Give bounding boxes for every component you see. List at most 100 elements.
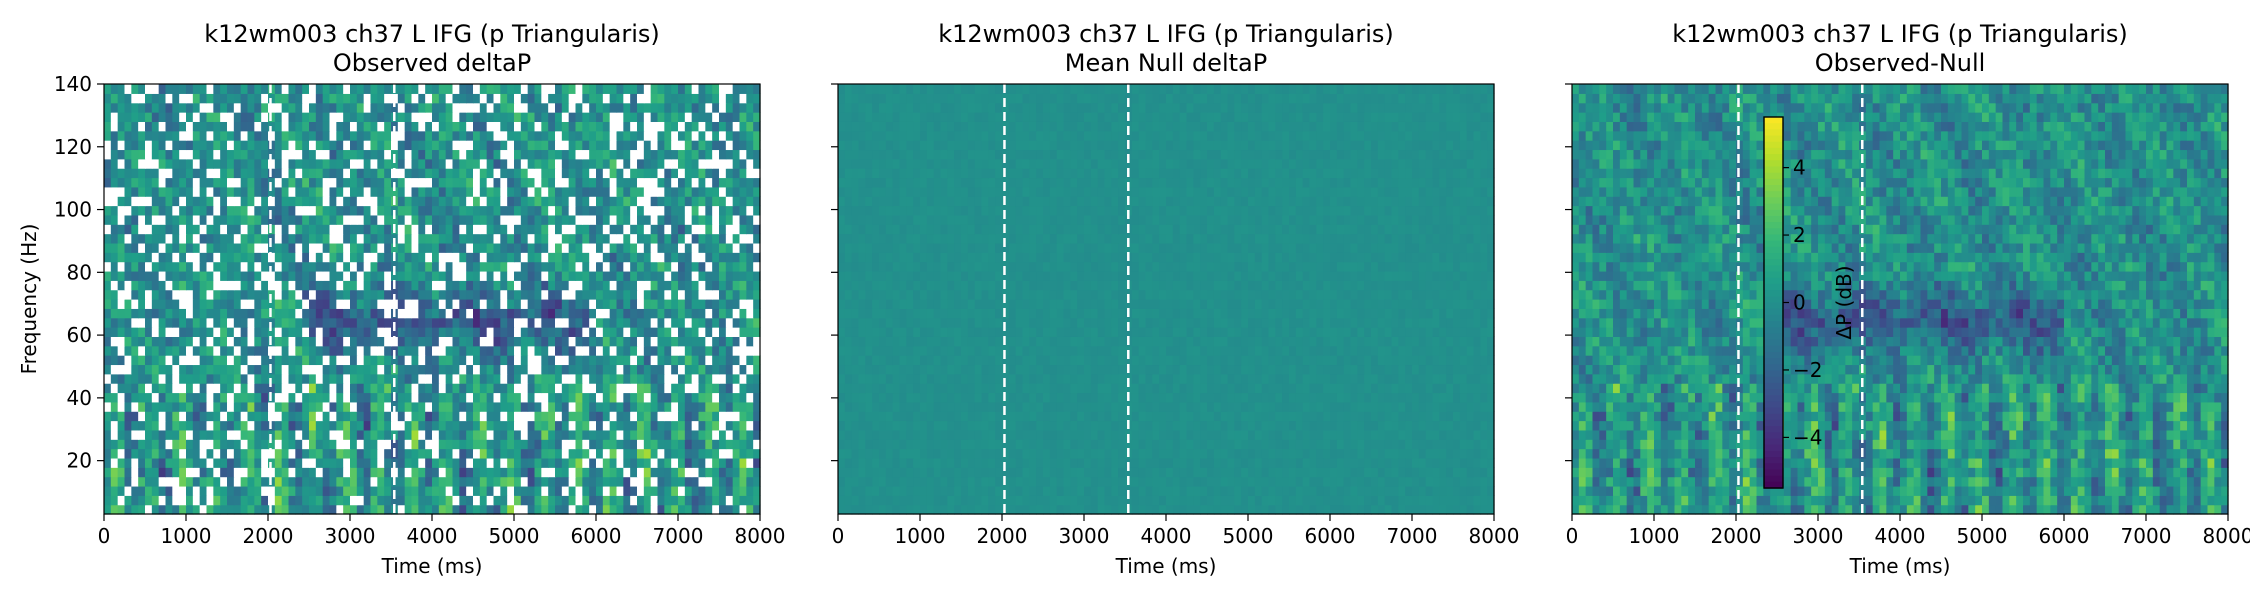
- heatmap-cell: [623, 345, 631, 356]
- heatmap-cell: [302, 102, 310, 113]
- heatmap-cell: [302, 355, 310, 366]
- heatmap-cell: [404, 439, 413, 450]
- heatmap-cell: [1179, 467, 1188, 478]
- heatmap-cell: [575, 242, 583, 253]
- heatmap-cell: [350, 336, 358, 347]
- heatmap-cell: [322, 233, 331, 244]
- heatmap-cell: [151, 448, 160, 459]
- heatmap-cell: [671, 373, 679, 384]
- heatmap-cell: [589, 345, 597, 356]
- heatmap-cell: [158, 392, 167, 403]
- heatmap-cell: [541, 476, 549, 487]
- heatmap-cell: [637, 383, 645, 394]
- heatmap-cell: [1364, 504, 1372, 515]
- heatmap-cell: [548, 345, 556, 356]
- heatmap-cell: [192, 495, 201, 506]
- heatmap-cell: [199, 504, 208, 515]
- heatmap-cell: [213, 233, 221, 244]
- heatmap-cell: [186, 495, 194, 506]
- heatmap-cell: [288, 130, 296, 141]
- heatmap-cell: [370, 158, 378, 169]
- heatmap-cell: [363, 336, 372, 347]
- heatmap-cell: [391, 299, 399, 309]
- heatmap-cell: [514, 439, 522, 450]
- heatmap-cell: [1043, 457, 1051, 468]
- heatmap-cell: [227, 177, 235, 188]
- heatmap-cell: [691, 186, 700, 197]
- heatmap-cell: [213, 392, 221, 403]
- heatmap-cell: [684, 270, 693, 281]
- heatmap-cell: [1466, 476, 1475, 487]
- heatmap-cell: [384, 261, 392, 272]
- heatmap-cell: [404, 345, 413, 356]
- heatmap-cell: [753, 364, 761, 375]
- heatmap-cell: [199, 205, 208, 216]
- heatmap-cell: [343, 214, 351, 225]
- heatmap-cell: [315, 429, 324, 440]
- heatmap-cell: [493, 121, 501, 132]
- heatmap-cell: [1391, 495, 1399, 506]
- heatmap-cell: [643, 102, 652, 113]
- heatmap-cell: [507, 84, 515, 94]
- heatmap-cell: [138, 476, 146, 487]
- heatmap-cell: [356, 168, 365, 179]
- heatmap-cell: [432, 373, 440, 384]
- heatmap-cell: [705, 177, 713, 188]
- heatmap-cell: [466, 448, 474, 459]
- heatmap-cell: [684, 336, 693, 347]
- heatmap-cell: [404, 270, 413, 281]
- heatmap-cell: [609, 429, 618, 440]
- heatmap-cell: [739, 149, 747, 160]
- heatmap-cell: [575, 476, 583, 487]
- heatmap-cell: [1036, 495, 1044, 506]
- heatmap-cell: [466, 177, 474, 188]
- heatmap-cell: [725, 411, 734, 422]
- heatmap-cell: [329, 392, 337, 403]
- heatmap-cell: [643, 158, 652, 169]
- heatmap-cell: [527, 242, 536, 253]
- heatmap-cell: [520, 233, 529, 244]
- heatmap-cell: [1008, 467, 1017, 478]
- heatmap-cell: [233, 373, 242, 384]
- heatmap-cell: [309, 317, 317, 328]
- heatmap-cell: [302, 168, 310, 179]
- heatmap-cell: [199, 242, 208, 253]
- heatmap-cell: [247, 420, 255, 431]
- heatmap-cell: [712, 448, 720, 459]
- heatmap-cell: [630, 224, 638, 235]
- heatmap-cell: [192, 401, 201, 412]
- heatmap-cell: [131, 476, 139, 487]
- heatmap-cell: [732, 299, 741, 309]
- heatmap-cell: [179, 476, 187, 487]
- heatmap-cell: [363, 364, 372, 375]
- heatmap-cell: [548, 130, 556, 141]
- heatmap-cell: [418, 327, 426, 337]
- heatmap-cell: [220, 411, 228, 422]
- heatmap-cell: [445, 214, 454, 225]
- heatmap-cell: [650, 196, 659, 207]
- heatmap-cell: [145, 383, 153, 394]
- heatmap-cell: [158, 140, 167, 151]
- heatmap-cell: [110, 130, 119, 141]
- heatmap-cell: [302, 112, 310, 122]
- heatmap-cell: [254, 476, 262, 487]
- heatmap-cell: [165, 186, 173, 197]
- heatmap-cell: [514, 317, 522, 328]
- heatmap-cell: [507, 383, 515, 394]
- heatmap-cell: [268, 327, 276, 337]
- heatmap-cell: [575, 392, 583, 403]
- heatmap-cell: [124, 420, 132, 431]
- heatmap-cell: [623, 448, 631, 459]
- heatmap-cell: [104, 364, 112, 375]
- heatmap-cell: [684, 448, 693, 459]
- heatmap-cell: [520, 448, 529, 459]
- heatmap-cell: [124, 327, 132, 337]
- heatmap-cell: [1295, 485, 1304, 496]
- heatmap-cell: [397, 457, 406, 468]
- heatmap-cell: [370, 429, 378, 440]
- heatmap-cell: [1227, 467, 1235, 478]
- heatmap-cell: [678, 252, 686, 263]
- heatmap-cell: [268, 411, 276, 422]
- heatmap-cell: [885, 495, 894, 506]
- heatmap-cell: [1043, 476, 1051, 487]
